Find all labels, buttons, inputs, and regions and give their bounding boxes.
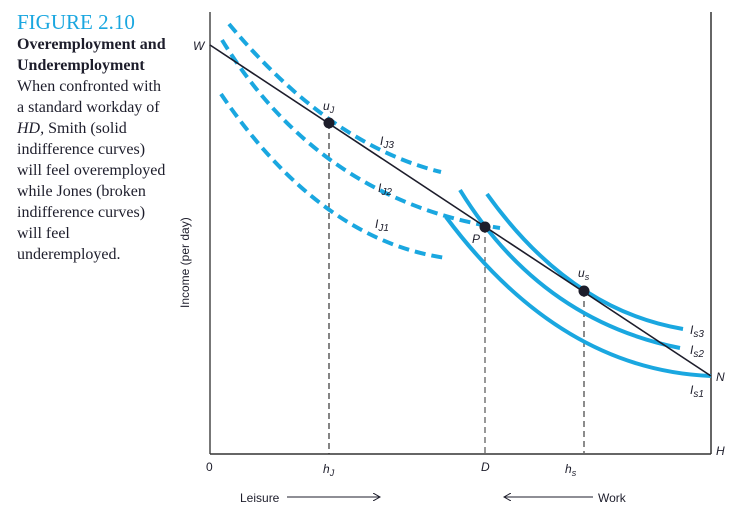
label-N: N (716, 370, 725, 384)
figure-caption: FIGURE 2.10 Overemployment and Underempl… (17, 10, 167, 265)
figure-description: When confronted with a standard workday … (17, 76, 167, 265)
label-H: H (716, 444, 725, 458)
point-uJ (323, 117, 335, 129)
label-IJ1: IJ1 (375, 217, 389, 234)
label-W: W (193, 39, 206, 53)
point-us (578, 285, 590, 297)
budget-line-WN (209, 44, 712, 377)
label-IJ3: IJ3 (380, 134, 394, 151)
description-text-end: Smith (solid indifference curves) will f… (17, 120, 166, 263)
label-Is3: Is3 (690, 323, 704, 340)
curve-IJ1 (219, 92, 447, 260)
point-P (479, 221, 491, 233)
figure-title: Overemployment and Underemployment (17, 36, 166, 74)
label-P: P (472, 232, 480, 246)
tick-D: D (481, 460, 490, 474)
curve-IJ3 (227, 22, 442, 174)
curve-Is2 (458, 188, 681, 350)
label-origin: 0 (206, 460, 213, 474)
curve-Is3 (485, 192, 684, 331)
description-text: When confronted with a standard workday … (17, 78, 161, 116)
label-Is2: Is2 (690, 343, 704, 360)
curve-Is1 (444, 215, 712, 378)
description-emphasis: HD, (17, 120, 45, 137)
curve-IJ2 (220, 38, 501, 230)
tick-hJ: hJ (323, 462, 335, 478)
y-axis-label: Income (per day) (178, 217, 192, 308)
label-us: us (578, 266, 590, 282)
tick-hs: hs (565, 462, 577, 478)
label-Is1: Is1 (690, 383, 704, 400)
leisure-label: Leisure (240, 491, 280, 505)
label-IJ2: IJ2 (378, 181, 392, 198)
label-uJ: uJ (323, 99, 335, 115)
work-label: Work (598, 491, 627, 505)
figure-number: FIGURE 2.10 (17, 10, 135, 34)
